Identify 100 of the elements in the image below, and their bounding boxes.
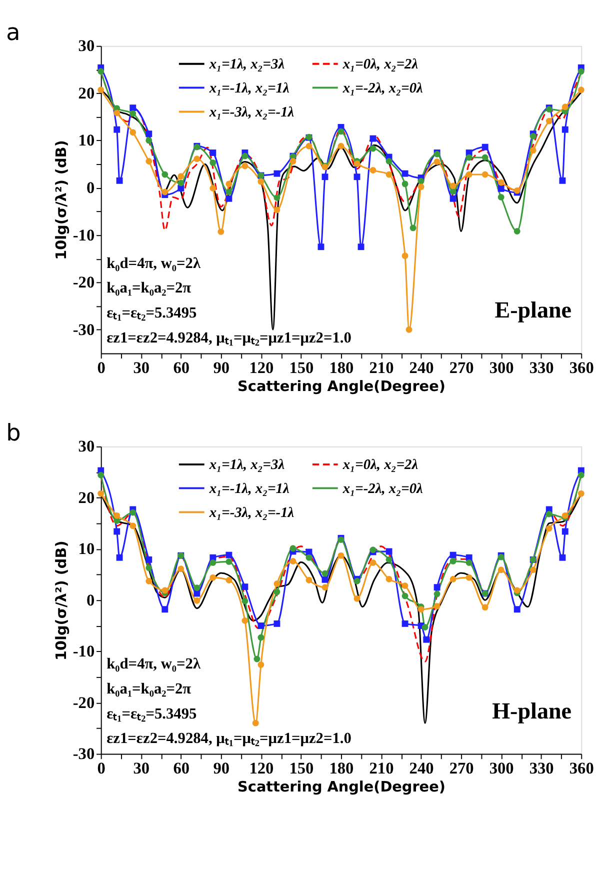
point <box>130 509 136 516</box>
x-tick-label: 300 <box>489 358 514 377</box>
point <box>146 556 152 563</box>
y-tick-label: -20 <box>72 272 95 292</box>
annotation: k₀d=4π, w₀=2λ <box>106 254 201 272</box>
point <box>530 566 536 574</box>
point <box>386 171 392 178</box>
point <box>514 606 520 613</box>
point <box>258 622 264 629</box>
point <box>210 184 216 192</box>
y-tick-label: 20 <box>78 83 95 102</box>
y-tick-label: -20 <box>72 692 95 712</box>
x-axis-title: Scattering Angle(Degree) <box>238 780 446 796</box>
point <box>434 603 440 610</box>
point <box>466 171 472 178</box>
point <box>98 86 104 94</box>
point <box>178 173 184 180</box>
x-tick-label: 270 <box>449 358 474 377</box>
point <box>386 548 392 555</box>
legend-label: x₁=-2λ, x₂=0λ <box>342 481 424 498</box>
point <box>130 522 136 530</box>
point <box>402 592 408 600</box>
point <box>98 472 104 478</box>
legend-label: x₁=-1λ, x₂=1λ <box>208 80 290 96</box>
point <box>274 170 280 177</box>
point <box>242 617 248 624</box>
y-tick-label: 10 <box>78 539 95 558</box>
y-tick-label: -10 <box>72 642 95 661</box>
x-axis-title: Scattering Angle(Degree) <box>238 379 446 396</box>
x-tick-label: 240 <box>409 758 434 778</box>
point <box>322 584 328 591</box>
point <box>194 590 200 597</box>
point <box>178 180 184 186</box>
legend-label: x₁=0λ, x₂=2λ <box>342 56 419 73</box>
x-tick-label: 180 <box>329 758 354 778</box>
point <box>354 174 360 180</box>
point <box>226 558 232 565</box>
point <box>162 188 168 196</box>
point <box>423 636 430 643</box>
legend-label: x₁=-2λ, x₂=0λ <box>342 80 424 96</box>
point <box>482 171 488 178</box>
point <box>338 128 344 135</box>
point <box>498 566 504 574</box>
point <box>338 552 344 559</box>
point <box>418 178 424 184</box>
point <box>114 126 120 133</box>
legend-label: x₁=-3λ, x₂=-1λ <box>208 104 295 120</box>
x-tick-label: 210 <box>369 358 394 377</box>
point <box>194 584 200 592</box>
x-tick-label: 270 <box>449 758 474 778</box>
legend-label: x₁=0λ, x₂=2λ <box>342 457 419 474</box>
point <box>514 587 520 594</box>
y-axis-title: 10lg(σ/λ²) (dB) <box>54 540 70 660</box>
point <box>322 576 328 583</box>
point <box>450 195 456 202</box>
point <box>386 158 392 164</box>
point <box>559 554 566 561</box>
point <box>386 576 392 582</box>
point <box>402 252 408 260</box>
point <box>114 528 120 535</box>
point <box>306 142 312 150</box>
y-tick-label: -30 <box>72 320 95 339</box>
point <box>130 104 136 112</box>
point <box>146 158 152 164</box>
legend-label: x₁=-3λ, x₂=-1λ <box>208 505 295 522</box>
x-tick-label: 60 <box>173 358 190 377</box>
point <box>226 195 232 202</box>
point <box>274 620 280 627</box>
point <box>254 656 260 662</box>
point <box>466 560 472 566</box>
annotation: H-plane <box>492 697 572 724</box>
point <box>194 156 200 162</box>
point <box>226 576 232 584</box>
point <box>562 528 568 535</box>
legend-label: x₁=-1λ, x₂=1λ <box>208 481 290 498</box>
point <box>162 606 168 613</box>
point <box>162 171 168 178</box>
point <box>98 490 104 497</box>
y-tick-label: 30 <box>78 436 95 456</box>
y-tick-label: 0 <box>86 590 95 610</box>
point <box>562 104 568 110</box>
point <box>370 167 376 174</box>
annotation: E-plane <box>494 296 572 323</box>
x-tick-label: 330 <box>529 758 554 778</box>
point <box>178 184 184 192</box>
point <box>210 159 216 166</box>
point <box>450 182 456 190</box>
point <box>322 174 328 180</box>
point <box>274 580 280 587</box>
point <box>114 110 120 116</box>
point <box>418 606 424 613</box>
point <box>210 574 216 581</box>
annotation: εₜ₁=εₜ₂=5.3495 <box>106 705 198 722</box>
point <box>466 574 472 581</box>
legend-label: x₁=1λ, x₂=3λ <box>208 56 286 73</box>
point <box>482 144 488 150</box>
point <box>418 184 424 190</box>
y-axis-title: 10lg(σ/λ²) (dB) <box>54 140 70 260</box>
point <box>306 554 312 561</box>
point <box>450 576 456 582</box>
